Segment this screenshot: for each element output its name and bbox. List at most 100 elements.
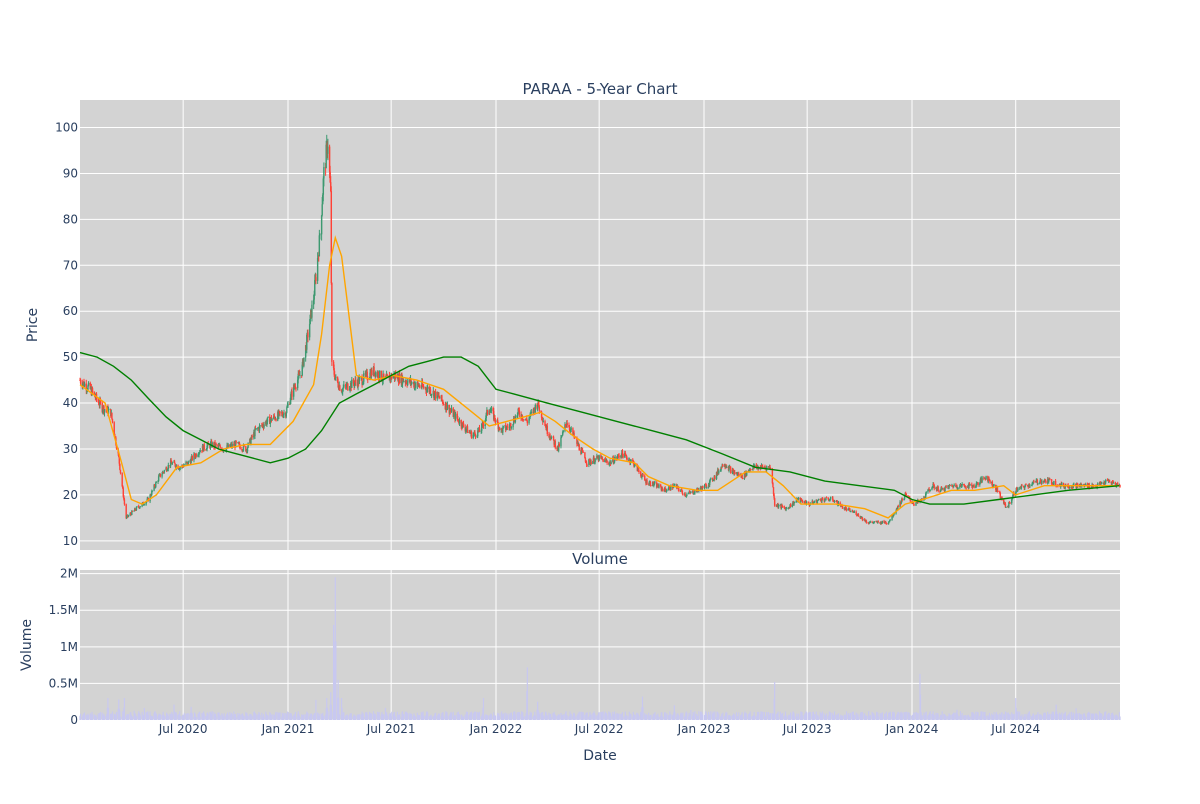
volume-bar [646,714,648,720]
candle-body [856,514,858,516]
candle-body [185,462,187,465]
volume-bar [750,716,752,720]
candle-body [197,454,199,457]
candle-body [441,395,443,401]
candle-body [277,411,279,421]
volume-bar [363,717,365,720]
candle-body [510,427,513,429]
candle-body [323,167,325,179]
candle-body [564,424,567,426]
volume-bar [510,712,512,720]
volume-bar [442,712,444,720]
candle-body [469,431,471,433]
candle-body [885,523,888,525]
candle-body [313,295,315,300]
volume-bar [119,711,121,720]
candle-body [538,406,541,411]
volume-bar [1081,714,1083,720]
candle-body [286,407,288,413]
candle-body [963,483,965,486]
volume-bar [396,711,399,720]
candle-body [956,485,958,489]
candle-body [118,456,121,464]
candle-body [1019,487,1021,489]
candle-body [497,420,499,424]
volume-bar [885,711,887,720]
candle-body [1111,481,1113,485]
candle-body [245,446,247,452]
candle-body [85,383,87,391]
candle-body [473,433,475,435]
candle-body [425,387,427,391]
candle-body [903,498,905,501]
volume-bar [338,697,340,720]
volume-bar [1119,716,1121,720]
volume-bar [722,712,724,720]
candle-body [135,507,138,511]
candle-body [163,472,165,473]
candle-body [131,510,134,512]
volume-bar [211,711,213,720]
volume-bar [490,714,493,720]
candle-body [949,485,951,486]
candle-body [679,490,682,492]
candle-body [517,408,519,413]
volume-bar [735,712,738,720]
candle-body [191,456,193,461]
candle-body [665,490,668,492]
candle-body [89,382,91,389]
candle-body [149,494,151,502]
candle-body [732,469,734,471]
volume-bar [267,715,269,720]
volume-bar [1061,712,1063,720]
candle-body [541,417,543,420]
candle-body [933,484,935,489]
candle-body [652,481,654,486]
candle-body [334,377,336,380]
candle-body [274,417,276,420]
candle-body [960,484,962,487]
candle-body [275,418,277,421]
volume-y-ticks: 0 0.5M 1M 1.5M 2M [49,567,78,727]
volume-bar [371,713,373,720]
volume-bar [957,715,959,720]
volume-bar [793,713,795,720]
volume-bar [972,712,974,720]
candle-body [111,418,114,423]
candle-body [462,423,465,427]
candle-body [568,427,571,430]
volume-bar [1100,712,1102,720]
candle-body [343,384,345,388]
volume-bar [1117,716,1119,720]
candle-body [705,484,707,488]
candle-body [474,431,476,434]
candle-body [550,436,552,440]
volume-bar [494,715,497,720]
candle-body [402,377,404,382]
candle-body [816,500,819,503]
candle-body [434,391,437,399]
volume-bar [852,711,854,720]
volume-bar [594,714,596,720]
candle-body [476,436,478,437]
candle-body [588,459,591,461]
volume-bar [973,713,975,720]
candle-body [650,485,652,487]
candle-body [510,423,512,429]
candle-body [1016,490,1019,492]
candle-body [708,480,711,486]
candle-body [449,410,452,412]
candle-body [333,368,335,375]
candle-body [893,513,895,516]
candle-body [576,437,578,444]
candle-body [548,434,550,438]
candle-body [1054,480,1057,486]
candle-body [504,425,507,430]
candle-body [689,491,691,493]
candle-body [973,485,975,488]
volume-bar [454,715,457,720]
candle-body [648,484,650,486]
candle-body [772,483,774,488]
volume-bar [203,713,205,720]
price-chart-title: PARAA - 5-Year Chart [523,80,678,98]
